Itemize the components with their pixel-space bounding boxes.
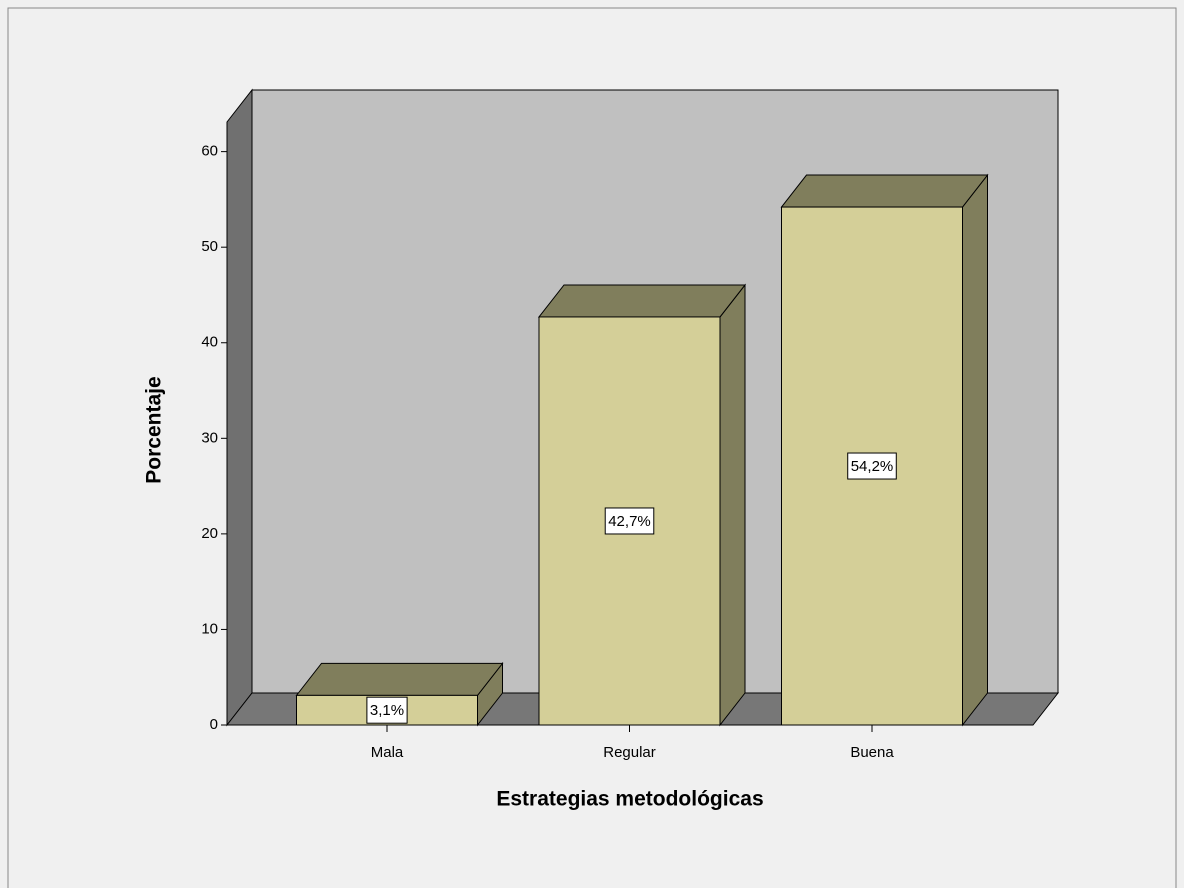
bar-top xyxy=(780,174,989,208)
bar-side xyxy=(962,173,988,727)
bar-side xyxy=(719,283,746,727)
x-tick-label: Buena xyxy=(850,744,894,761)
x-tick-label: Mala xyxy=(371,744,404,761)
value-label-box xyxy=(847,452,897,480)
y-tick-label: 0 xyxy=(210,716,218,733)
bar-top xyxy=(295,662,504,696)
value-label-box xyxy=(366,696,408,724)
y-tick-label: 60 xyxy=(201,143,218,160)
side-wall xyxy=(226,88,253,727)
y-axis-label: Porcentaje xyxy=(143,376,166,483)
bar-top xyxy=(537,284,747,318)
y-tick-label: 40 xyxy=(201,334,218,351)
x-tick-label: Regular xyxy=(603,744,656,761)
value-label-box xyxy=(604,507,655,535)
y-tick-label: 30 xyxy=(201,429,218,446)
value-label: 3,1% xyxy=(370,702,404,719)
value-label: 54,2% xyxy=(851,458,894,475)
y-tick-label: 10 xyxy=(201,620,218,637)
y-tick-label: 20 xyxy=(201,525,218,542)
x-axis-label: Estrategias metodológicas xyxy=(496,788,763,811)
value-label: 42,7% xyxy=(608,513,651,530)
y-tick-label: 50 xyxy=(201,238,218,255)
